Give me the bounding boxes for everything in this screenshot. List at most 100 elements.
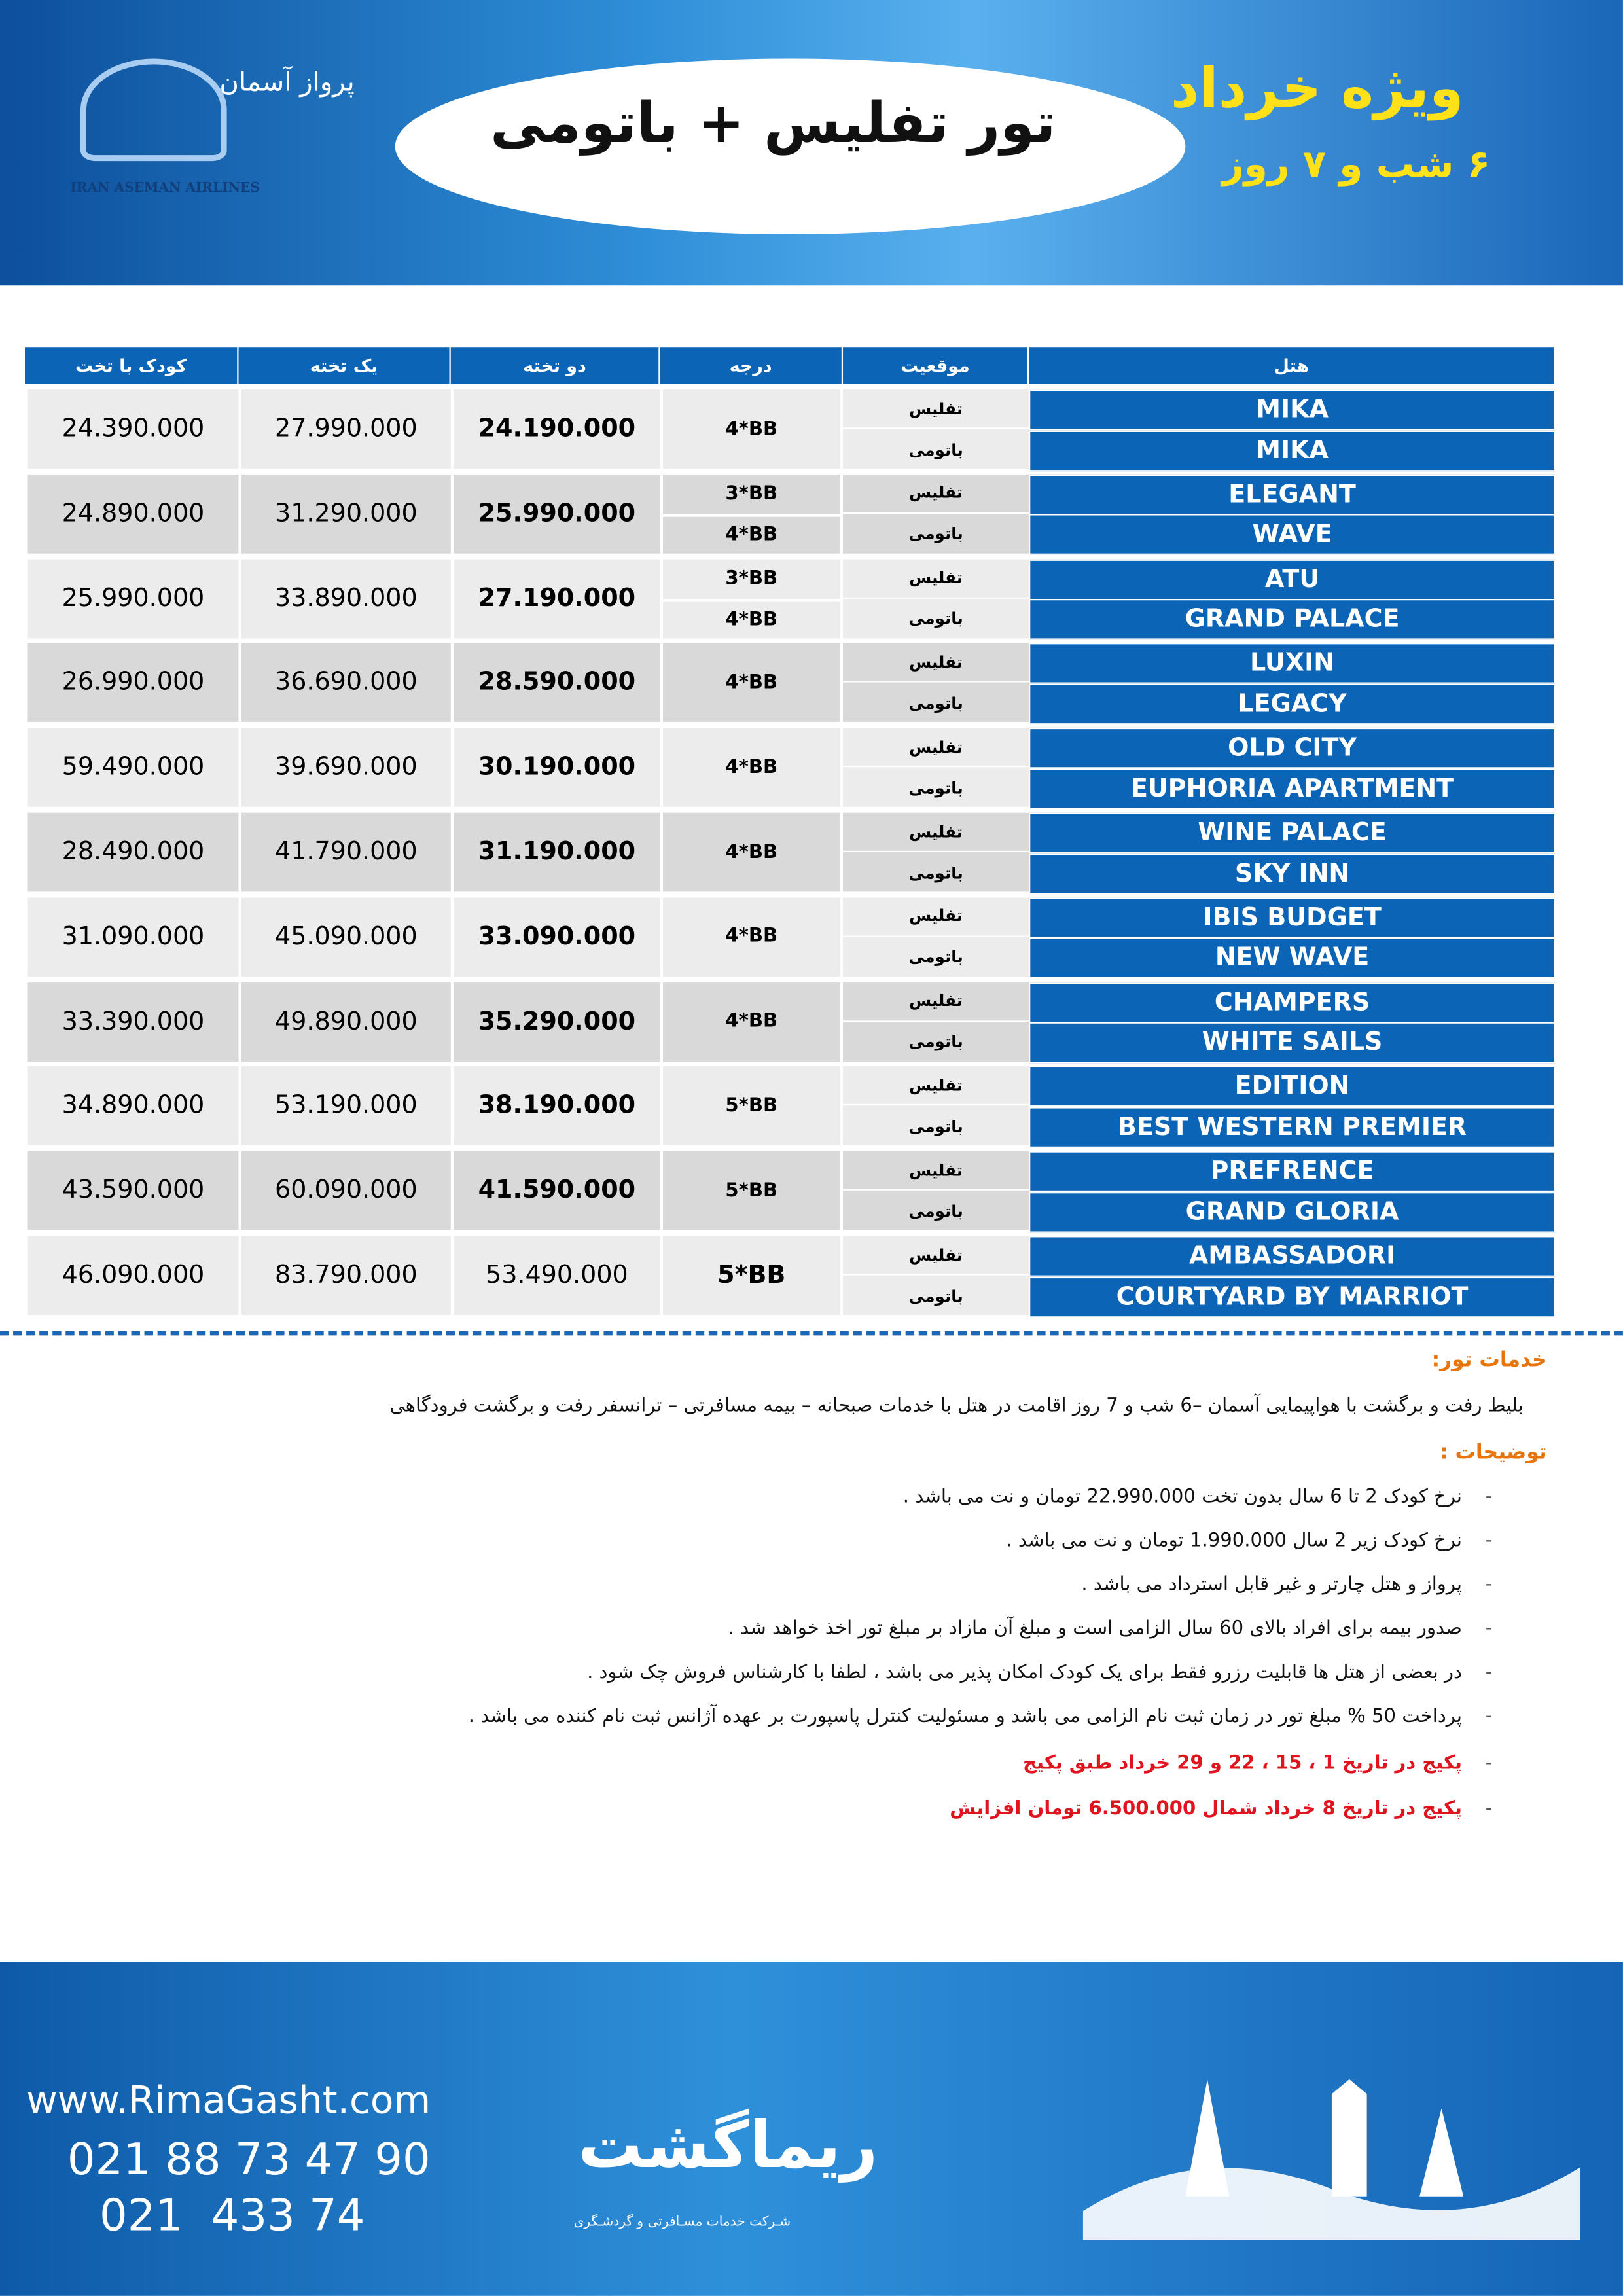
hotel-name: SKY INN — [1029, 853, 1556, 894]
grade: 4*BB — [660, 389, 844, 469]
price-single: 83.790.000 — [238, 1236, 451, 1316]
hotel-name: LUXIN — [1029, 643, 1556, 685]
note-item: در بعضی از هتل ها قابلیت رزرو فقط برای ی… — [587, 1662, 1462, 1684]
price-table: هتل موقعیت درجه دو تخته یک تخته کودک با تخت MI… — [25, 347, 1556, 1318]
note-item: پرداخت 50 % مبلغ تور در زمان ثبت نام الز… — [468, 1706, 1462, 1728]
location: باتومی — [908, 1286, 963, 1306]
price-child: 33.390.000 — [25, 982, 238, 1062]
note-item: نرخ کودک زیر 2 سال 1.990.000 تومان و نت … — [1006, 1530, 1462, 1552]
phone: 021 88 73 47 90 — [67, 2134, 431, 2187]
row-background — [25, 558, 1029, 638]
column-header: یک تخته — [238, 347, 450, 384]
note-dash: - — [1485, 1662, 1493, 1684]
grade: 5*BB — [660, 1236, 844, 1316]
location: باتومی — [908, 778, 963, 798]
row-background — [25, 643, 1029, 723]
price-double: 33.090.000 — [450, 897, 660, 977]
row-background — [25, 728, 1029, 808]
row-background — [25, 812, 1029, 892]
hotel-name: WAVE — [1029, 514, 1556, 556]
location: باتومی — [908, 863, 963, 882]
hotel-name: PREFRENCE — [1029, 1151, 1556, 1193]
skyline — [1082, 2079, 1581, 2240]
price-child: 34.890.000 — [25, 1066, 238, 1146]
hotel-name: WINE PALACE — [1029, 812, 1556, 854]
price-child: 46.090.000 — [25, 1236, 238, 1316]
hotel-name: MIKA — [1029, 429, 1556, 471]
column-header: هتل — [1029, 347, 1554, 384]
note-dash: - — [1485, 1486, 1493, 1509]
row-background — [25, 1151, 1029, 1230]
location: باتومی — [908, 1202, 963, 1221]
note-item: پکیج در تاریخ 8 خرداد شمال 6.500.000 توم… — [950, 1798, 1462, 1820]
grade: 4*BB — [660, 598, 844, 638]
price-single: 60.090.000 — [238, 1151, 451, 1230]
hotel-name: EDITION — [1029, 1066, 1556, 1108]
note-dash: - — [1485, 1573, 1493, 1596]
price-double: 38.190.000 — [450, 1066, 660, 1146]
price-double: 27.190.000 — [450, 558, 660, 638]
header-splash — [395, 58, 1186, 234]
price-single: 49.890.000 — [238, 982, 451, 1062]
grade: 4*BB — [660, 897, 844, 977]
price-single: 27.990.000 — [238, 389, 451, 469]
hotel-name: COURTYARD BY MARRIOT — [1029, 1276, 1556, 1318]
price-double: 25.990.000 — [450, 474, 660, 554]
location: باتومی — [908, 609, 963, 628]
price-child: 59.490.000 — [25, 728, 238, 808]
note-dash: - — [1485, 1618, 1493, 1640]
services-text: بلیط رفت و برگشت با هواپیمایی آسمان –6 ش… — [389, 1395, 1524, 1418]
grade: 5*BB — [660, 1066, 844, 1146]
hotel-name: WHITE SAILS — [1029, 1022, 1556, 1064]
hotel-name: ATU — [1029, 558, 1556, 600]
grade: 4*BB — [660, 812, 844, 892]
grade: 4*BB — [660, 643, 844, 723]
hotel-name: LEGACY — [1029, 683, 1556, 725]
location: باتومی — [908, 1117, 963, 1136]
location: تفلیس — [843, 897, 1029, 937]
price-child: 24.390.000 — [25, 389, 238, 469]
duration: ۶ شب و ۷ روز — [1222, 143, 1491, 188]
note-dash: - — [1485, 1530, 1493, 1552]
note-dash: - — [1485, 1706, 1493, 1728]
location: باتومی — [908, 1032, 963, 1052]
column-header: موقعیت — [843, 347, 1027, 384]
location: تفلیس — [843, 728, 1029, 768]
price-double: 53.490.000 — [450, 1236, 660, 1316]
price-double: 28.590.000 — [450, 643, 660, 723]
hotel-name: GRAND PALACE — [1029, 599, 1556, 640]
hotel-name: MIKA — [1029, 389, 1556, 431]
location: تفلیس — [843, 1151, 1029, 1191]
services-title: خدمات تور: — [1431, 1348, 1547, 1372]
hotel-name: IBIS BUDGET — [1029, 897, 1556, 939]
hotel-name: OLD CITY — [1029, 728, 1556, 769]
location: تفلیس — [843, 474, 1029, 514]
grade: 4*BB — [660, 513, 844, 554]
brand: ریماگشت — [578, 2108, 878, 2183]
hotel-name: BEST WESTERN PREMIER — [1029, 1107, 1556, 1148]
grade: 5*BB — [660, 1151, 844, 1230]
grade: 4*BB — [660, 982, 844, 1062]
location: باتومی — [908, 524, 963, 544]
location: تفلیس — [843, 813, 1029, 853]
price-child: 25.990.000 — [25, 558, 238, 638]
price-double: 24.190.000 — [450, 389, 660, 469]
location: تفلیس — [843, 1067, 1029, 1106]
website: www.RimaGasht.com — [26, 2079, 431, 2123]
row-background — [25, 982, 1029, 1062]
hotel-name: AMBASSADORI — [1029, 1236, 1556, 1277]
note-dash: - — [1485, 1798, 1493, 1820]
price-single: 31.290.000 — [238, 474, 451, 554]
column-header: درجه — [660, 347, 842, 384]
grade: 3*BB — [660, 474, 844, 514]
phone: 021 433 74 — [99, 2190, 365, 2242]
airline-logo — [80, 58, 227, 162]
location: تفلیس — [843, 643, 1029, 683]
price-double: 41.590.000 — [450, 1151, 660, 1230]
price-child: 24.890.000 — [25, 474, 238, 554]
location: باتومی — [908, 948, 963, 967]
note-item: صدور بیمه برای افراد بالای 60 سال الزامی… — [728, 1618, 1462, 1640]
hotel-name: CHAMPERS — [1029, 982, 1556, 1023]
location: تفلیس — [843, 389, 1029, 429]
